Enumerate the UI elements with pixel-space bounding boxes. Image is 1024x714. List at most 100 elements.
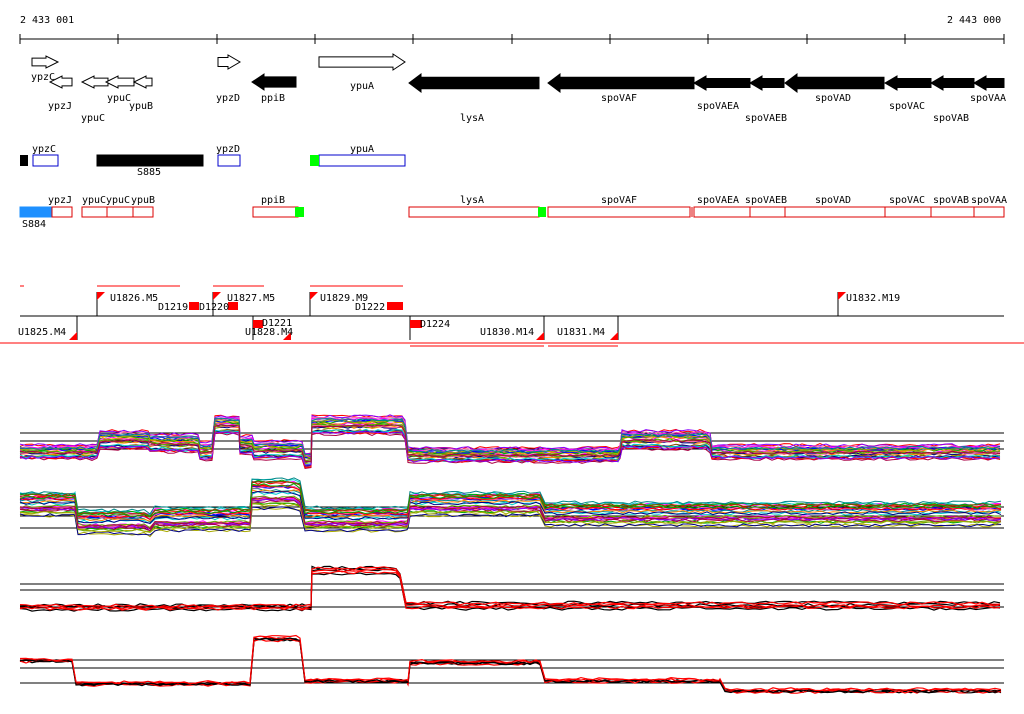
expression-series	[19, 565, 1001, 608]
minus-feature-box	[884, 206, 932, 218]
expression-series	[19, 417, 1001, 456]
downshift-label: U1830.M14	[480, 327, 534, 338]
gene-label: spoVAEB	[745, 113, 787, 124]
gene-arrow	[217, 54, 241, 70]
minus-feature-box	[784, 206, 886, 218]
minus-feature-label: spoVAEB	[745, 195, 787, 206]
downshift-label: U1828.M4	[245, 327, 293, 338]
gene-arrow	[48, 75, 73, 89]
upshift-flag	[213, 292, 221, 300]
minus-feature-label: spoVAA	[971, 195, 1007, 206]
downshift-flag	[610, 332, 618, 340]
minus-feature-box	[51, 206, 73, 218]
gene-label: ypuC	[107, 93, 131, 104]
gene-arrow	[784, 73, 885, 93]
expression-series	[19, 420, 1001, 459]
deletion-label: D1222	[355, 302, 385, 313]
minus-feature-label: lysA	[460, 195, 484, 206]
expression-series	[19, 496, 1002, 530]
expression-series	[19, 638, 1002, 694]
expression-series	[19, 637, 1002, 694]
expression-series	[19, 568, 1001, 610]
upshift-flag	[97, 292, 105, 300]
expression-profiles-minus-strand	[19, 477, 1004, 538]
expression-panels	[19, 414, 1004, 694]
expression-series	[19, 495, 1001, 529]
minus-feature-label: spoVAC	[889, 195, 925, 206]
expression-series	[19, 414, 1001, 455]
plus-feature-box	[217, 154, 241, 167]
gene-label: ypzD	[216, 93, 240, 104]
green-marker	[310, 155, 319, 166]
expression-series	[19, 477, 1002, 515]
axis-start-label: 2 433 001	[20, 15, 74, 26]
gene-label: ppiB	[261, 93, 285, 104]
gene-label: spoVAB	[933, 113, 969, 124]
deletion-label: D1221	[262, 318, 292, 329]
expression-series	[19, 503, 1002, 534]
gene-label: spoVAC	[889, 101, 925, 112]
gene-arrow	[547, 73, 695, 93]
gene-arrow	[408, 73, 540, 93]
minus-feature-box	[106, 206, 134, 218]
gene-label: spoVAEA	[697, 101, 739, 112]
gene-label: lysA	[460, 113, 484, 124]
expression-series	[19, 485, 1002, 521]
feature-marker-block	[20, 155, 28, 166]
expression-series	[19, 424, 1001, 463]
expression-series	[19, 490, 1002, 524]
minus-feature-label: spoVAEA	[697, 195, 739, 206]
minus-feature-box	[693, 206, 751, 218]
green-marker	[538, 207, 546, 217]
upshift-flag	[310, 292, 318, 300]
minus-feature-label: S884	[22, 219, 46, 230]
minus-feature-label: spoVAF	[601, 195, 637, 206]
green-marker	[295, 207, 304, 217]
gene-label: spoVAA	[970, 93, 1006, 104]
axis-ticks	[19, 34, 1005, 44]
gene-label: spoVAD	[815, 93, 851, 104]
minus-feature-box	[132, 206, 154, 218]
expression-series	[19, 419, 1001, 459]
deletion-block	[189, 302, 199, 310]
expression-series	[19, 572, 1001, 612]
gene-label: spoVAF	[601, 93, 637, 104]
upshift-label: U1829.M9	[320, 293, 368, 304]
summary-profiles-minus-strand	[19, 634, 1004, 694]
plus-feature-box	[32, 154, 59, 167]
coordinate-axis: 2 433 001 2 443 000	[19, 15, 1005, 44]
deletion-block	[253, 320, 263, 328]
upshift-label: U1827.M5	[227, 293, 275, 304]
minus-feature-label: ypuC	[106, 195, 130, 206]
minus-feature-box	[408, 206, 540, 218]
deletion-label: D1220	[199, 302, 229, 313]
downshift-flag	[536, 332, 544, 340]
plus-feature-label: ypzC	[32, 144, 56, 155]
downshift-label: U1831.M4	[557, 327, 605, 338]
plus-feature-label: ypuA	[350, 144, 374, 155]
gene-arrow	[973, 75, 1005, 91]
transcript-segmentation-track: U1826.M5 U1827.M5 U1829.M9 U1832.M19 U1825.M…	[0, 285, 1024, 347]
gene-arrow	[31, 55, 60, 69]
summary-profiles-plus-strand	[19, 565, 1004, 612]
gene-arrow	[318, 53, 406, 71]
axis-end-label: 2 443 000	[947, 15, 1001, 26]
gene-arrow	[80, 75, 109, 89]
gene-label: ypuC	[81, 113, 105, 124]
minus-feature-box	[81, 206, 108, 218]
downshift-flag	[69, 332, 77, 340]
plus-feature-label: S885	[137, 167, 161, 178]
gene-label: ypuB	[129, 101, 153, 112]
expression-series	[19, 634, 1002, 692]
plus-feature-box	[96, 154, 204, 167]
minus-feature-label: spoVAD	[815, 195, 851, 206]
minus-feature-box	[547, 206, 691, 218]
minus-feature-box	[19, 206, 53, 218]
expression-series	[19, 483, 1002, 518]
minus-feature-box	[973, 206, 1005, 218]
expression-series	[19, 428, 1001, 466]
gene-arrow	[132, 75, 153, 89]
expression-series	[19, 430, 1001, 466]
gene-arrow	[251, 73, 297, 91]
